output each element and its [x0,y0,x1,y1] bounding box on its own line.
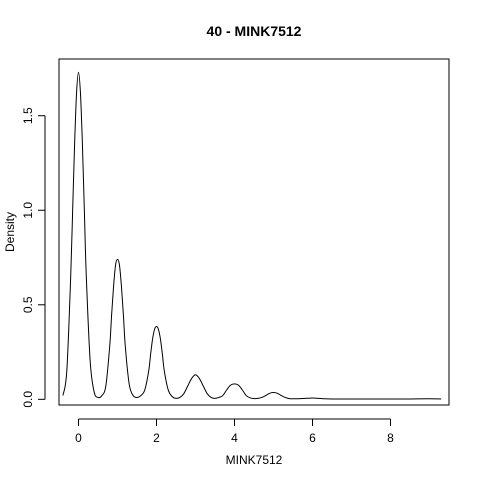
plot-frame [58,58,450,406]
y-axis: 0.0 0.5 1.0 1.5 [21,107,46,408]
y-tick-label: 1.5 [21,107,35,124]
chart-title: 40 - MINK7512 [207,23,302,39]
x-tick-label: 0 [75,431,82,445]
x-tick-label: 2 [153,431,160,445]
x-tick-label: 6 [309,431,316,445]
x-axis-label: MINK7512 [226,453,283,467]
y-tick-label: 1.0 [21,202,35,219]
y-axis-label: Density [3,212,17,252]
x-tick-label: 4 [231,431,238,445]
y-tick-label: 0.5 [21,296,35,313]
x-axis: 0 2 4 6 8 [75,418,394,445]
x-tick-label: 8 [387,431,394,445]
y-tick-label: 0.0 [21,391,35,408]
density-curve [62,71,442,400]
